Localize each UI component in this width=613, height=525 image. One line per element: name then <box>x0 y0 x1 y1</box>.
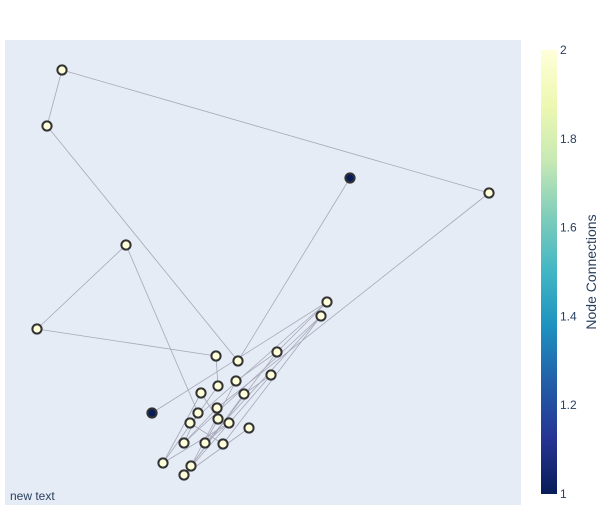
graph-node[interactable] <box>184 417 196 429</box>
graph-edge <box>216 192 490 409</box>
colorbar-tick-label: 1.6 <box>560 221 577 235</box>
graph-edge <box>36 328 217 357</box>
graph-node[interactable] <box>344 172 356 184</box>
graph-node[interactable] <box>217 438 229 450</box>
graph-edge <box>189 301 328 424</box>
colorbar-tick-label: 1 <box>560 487 567 501</box>
graph-node[interactable] <box>271 346 283 358</box>
nodes-layer <box>31 64 495 481</box>
graph-node[interactable] <box>178 469 190 481</box>
colorbar-tick-label: 2 <box>560 43 567 57</box>
graph-node[interactable] <box>265 369 277 381</box>
graph-edge <box>61 69 490 194</box>
graph-edge <box>162 392 202 464</box>
graph-node[interactable] <box>212 380 224 392</box>
graph-edge <box>237 177 351 362</box>
graph-edge <box>189 422 224 445</box>
graph-edge <box>190 380 237 467</box>
colorbar-ticks: 1 1.2 1.4 1.6 1.8 2 <box>560 43 577 501</box>
colorbar: 1 1.2 1.4 1.6 1.8 2 Node Connections <box>541 43 599 501</box>
graph-edge <box>46 69 63 127</box>
graph-node[interactable] <box>56 64 68 76</box>
graph-node[interactable] <box>243 422 255 434</box>
graph-node[interactable] <box>223 417 235 429</box>
colorbar-tick-label: 1.2 <box>560 398 577 412</box>
graph-node[interactable] <box>178 437 190 449</box>
graph-node[interactable] <box>192 407 204 419</box>
graph-node[interactable] <box>41 120 53 132</box>
graph-node[interactable] <box>230 375 242 387</box>
graph-node[interactable] <box>483 187 495 199</box>
graph-edge <box>276 301 328 353</box>
annotation-label: new text <box>10 489 55 503</box>
graph-node[interactable] <box>199 437 211 449</box>
graph-edge <box>36 244 127 330</box>
graph-edge <box>183 315 322 444</box>
graph-node[interactable] <box>195 387 207 399</box>
colorbar-title: Node Connections <box>583 214 599 329</box>
graph-edge <box>125 244 199 414</box>
graph-node[interactable] <box>232 355 244 367</box>
graph-node[interactable] <box>157 457 169 469</box>
graph-node[interactable] <box>31 323 43 335</box>
graph-node[interactable] <box>211 402 223 414</box>
graph-edge <box>235 351 278 382</box>
graph-node[interactable] <box>210 350 222 362</box>
graph-edge <box>183 407 218 444</box>
graph-node[interactable] <box>120 239 132 251</box>
graph-node[interactable] <box>185 460 197 472</box>
graph-node[interactable] <box>238 388 250 400</box>
graph-node[interactable] <box>146 407 158 419</box>
colorbar-tick-label: 1.8 <box>560 132 577 146</box>
graph-node[interactable] <box>315 310 327 322</box>
colorbar-tick-label: 1.4 <box>560 309 577 323</box>
graph-node[interactable] <box>321 296 333 308</box>
graph-edge <box>46 125 239 362</box>
graph-node[interactable] <box>212 413 224 425</box>
plot-area <box>5 40 521 505</box>
graph-edge <box>162 422 230 464</box>
colorbar-gradient <box>541 50 557 494</box>
